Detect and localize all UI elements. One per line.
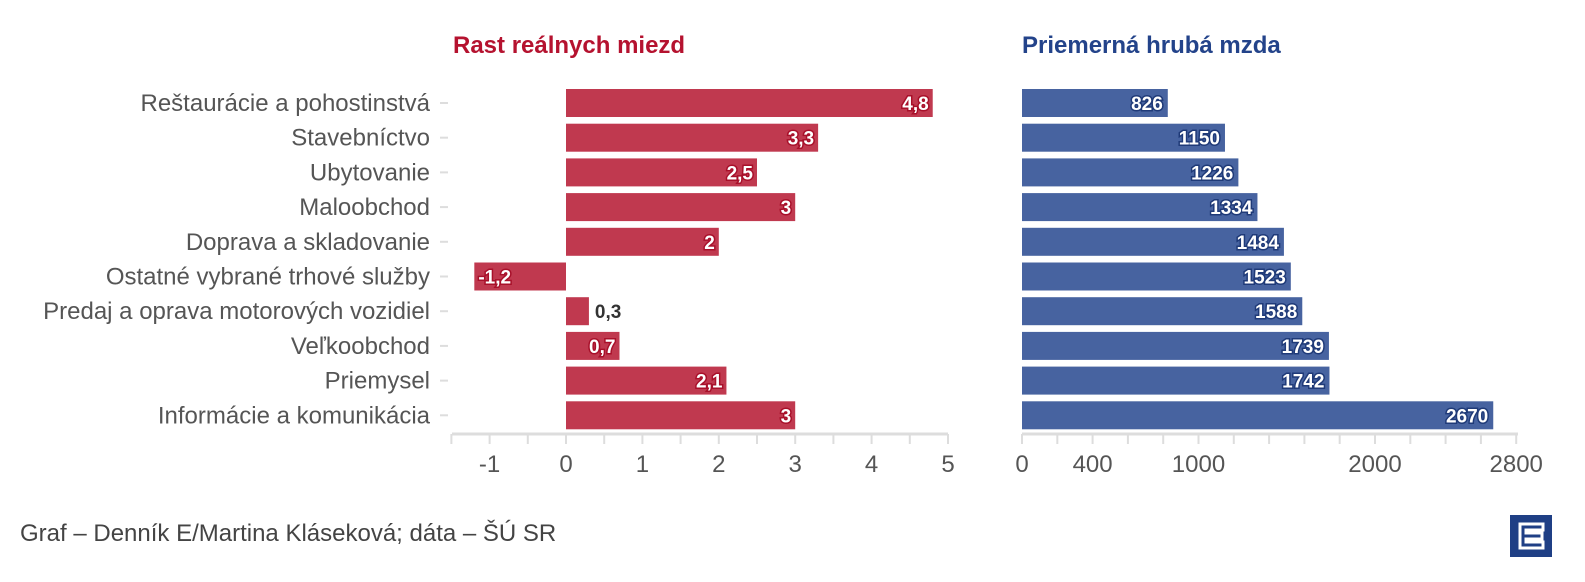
left-bar-label: 3 xyxy=(781,198,792,219)
dennik-e-logo xyxy=(1510,515,1552,557)
right-bar-label: 1226 xyxy=(1191,163,1233,184)
left-bar-label: 3 xyxy=(781,406,792,427)
category-label: Doprava a skladovanie xyxy=(186,229,430,256)
left-bar-label: -1,2 xyxy=(478,268,511,289)
right-x-tick-label: 2000 xyxy=(1348,451,1401,478)
right-bar-label: 1150 xyxy=(1179,129,1220,150)
left-bar xyxy=(566,401,796,430)
right-bar xyxy=(1022,262,1291,291)
left-x-tick-label: 1 xyxy=(636,451,649,478)
right-bar-label: 1588 xyxy=(1255,302,1297,323)
credit-text: Graf – Denník E/Martina Kláseková; dáta … xyxy=(20,520,557,547)
left-bar-label: 0,3 xyxy=(595,302,621,323)
left-chart-title: Rast reálnych miezd xyxy=(453,32,686,59)
left-x-tick-label: 4 xyxy=(865,451,878,478)
right-x-tick-label: 2800 xyxy=(1490,451,1543,478)
left-x-tick-label: 0 xyxy=(559,451,572,478)
right-bar xyxy=(1022,227,1284,256)
left-x-tick-label: 3 xyxy=(789,451,802,478)
left-bar-label: 0,7 xyxy=(589,337,615,358)
left-bar-label: 2,1 xyxy=(696,372,723,393)
left-bar xyxy=(566,366,727,395)
category-label: Veľkoobchod xyxy=(291,333,430,360)
right-bar xyxy=(1022,123,1225,152)
left-bar-label: 2 xyxy=(704,233,715,254)
right-x-tick-label: 400 xyxy=(1073,451,1113,478)
right-bar-label: 2670 xyxy=(1446,406,1488,427)
left-bar xyxy=(566,158,757,187)
right-bar xyxy=(1022,158,1239,187)
left-bar-label: 4,8 xyxy=(902,94,928,115)
left-bar xyxy=(566,227,719,256)
right-bar xyxy=(1022,366,1330,395)
category-label: Reštaurácie a pohostinstvá xyxy=(141,90,431,117)
right-x-tick-label: 0 xyxy=(1015,451,1028,478)
right-bar-label: 1334 xyxy=(1210,198,1253,219)
left-bar-label: 2,5 xyxy=(727,163,754,184)
right-bar xyxy=(1022,89,1168,117)
category-label: Ubytovanie xyxy=(310,159,430,186)
category-label: Predaj a oprava motorových vozidiel xyxy=(43,298,430,325)
right-bar-label: 1742 xyxy=(1282,372,1324,393)
right-bar-label: 1523 xyxy=(1244,268,1286,289)
category-label: Maloobchod xyxy=(299,194,430,221)
right-bar-label: 1739 xyxy=(1282,337,1324,358)
right-bar xyxy=(1022,297,1303,326)
left-bar xyxy=(566,123,819,152)
left-bar xyxy=(566,331,620,360)
right-bar-label: 826 xyxy=(1131,94,1163,115)
left-x-tick-label: 5 xyxy=(941,451,954,478)
category-label: Stavebníctvo xyxy=(291,125,430,152)
right-bar xyxy=(1022,401,1494,430)
left-x-tick-label: 2 xyxy=(712,451,725,478)
left-bar xyxy=(566,193,796,222)
right-bar-label: 1484 xyxy=(1237,233,1280,254)
left-x-tick-label: -1 xyxy=(479,451,500,478)
left-bar-label: 3,3 xyxy=(788,129,814,150)
left-bar xyxy=(566,297,589,326)
left-bar xyxy=(566,89,933,117)
category-label: Ostatné vybrané trhové služby xyxy=(106,264,430,291)
right-chart-title: Priemerná hrubá mzda xyxy=(1022,32,1281,59)
left-bar xyxy=(474,262,566,291)
right-x-tick-label: 1000 xyxy=(1172,451,1225,478)
category-label: Priemysel xyxy=(325,368,430,395)
right-bar xyxy=(1022,193,1258,222)
category-label: Informácie a komunikácia xyxy=(158,402,431,429)
right-bar xyxy=(1022,331,1329,360)
